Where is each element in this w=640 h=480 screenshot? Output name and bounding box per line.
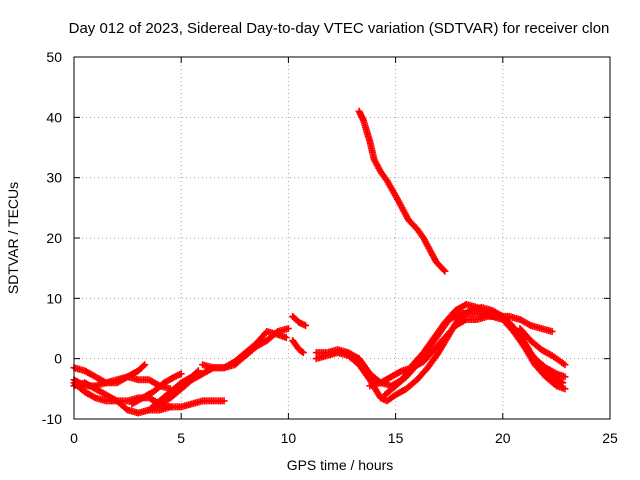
data-point xyxy=(525,321,533,329)
data-point xyxy=(440,266,448,274)
data-point xyxy=(139,362,147,370)
data-point xyxy=(551,369,559,377)
data-point xyxy=(282,334,290,342)
series-arc-p xyxy=(355,107,449,275)
series-arc-o xyxy=(516,325,569,369)
y-tick-label: -10 xyxy=(42,411,62,427)
data-point xyxy=(299,349,307,357)
data-point xyxy=(141,361,149,369)
data-point xyxy=(548,328,556,336)
y-axis-label: SDTVAR / TECUs xyxy=(5,182,21,294)
x-tick-label: 0 xyxy=(70,430,78,446)
data-point xyxy=(454,310,462,318)
series-arc-h xyxy=(199,328,290,372)
data-point xyxy=(559,379,567,387)
series-arc-i xyxy=(289,337,307,357)
y-tick-label: 10 xyxy=(46,290,62,306)
axis-ticks: 0 5 10 15 20 25 -10 0 10 20 30 40 50 xyxy=(42,49,618,446)
x-axis-label: GPS time / hours xyxy=(287,457,394,473)
data-point xyxy=(397,368,405,376)
data-point xyxy=(220,397,228,405)
series-arc-e xyxy=(128,370,185,408)
data-point xyxy=(177,370,185,378)
x-tick-label: 10 xyxy=(281,430,297,446)
data-point xyxy=(441,267,449,275)
data-point xyxy=(461,316,469,324)
chart-title: Day 012 of 2023, Sidereal Day-to-day VTE… xyxy=(69,20,610,37)
y-tick-label: 40 xyxy=(46,109,62,125)
grid-lines xyxy=(74,57,610,419)
x-tick-label: 15 xyxy=(388,430,404,446)
data-point xyxy=(302,321,310,329)
y-tick-label: 0 xyxy=(54,351,62,367)
x-tick-label: 20 xyxy=(495,430,511,446)
data-points xyxy=(70,107,569,417)
series-arc-d xyxy=(70,379,228,417)
data-point xyxy=(561,385,569,393)
series-arc-n xyxy=(381,309,569,399)
data-point xyxy=(298,348,306,356)
data-point xyxy=(557,378,565,386)
series-arc-j xyxy=(289,312,310,329)
y-tick-label: 30 xyxy=(46,170,62,186)
data-point xyxy=(561,373,569,381)
y-tick-label: 50 xyxy=(46,49,62,65)
data-point xyxy=(284,325,292,332)
data-point xyxy=(90,393,98,401)
x-tick-label: 25 xyxy=(602,430,618,446)
x-tick-label: 5 xyxy=(177,430,185,446)
data-point xyxy=(561,361,569,369)
y-tick-label: 20 xyxy=(46,230,62,246)
